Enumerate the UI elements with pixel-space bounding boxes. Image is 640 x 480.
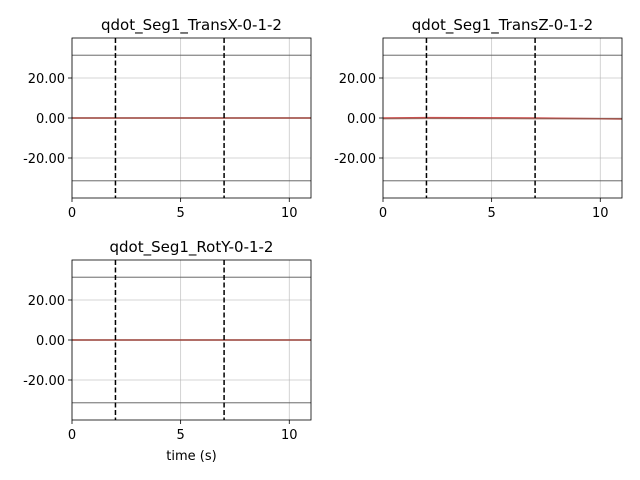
y-tick-label: 20.00 bbox=[339, 72, 376, 87]
subplot-title: qdot_Seg1_TransZ-0-1-2 bbox=[412, 16, 593, 35]
x-tick-label: 0 bbox=[68, 428, 76, 443]
x-tick-label: 0 bbox=[68, 206, 76, 221]
y-tick-label: 0.00 bbox=[36, 112, 65, 127]
y-tick-label: 0.00 bbox=[36, 334, 65, 349]
y-tick-label: 20.00 bbox=[28, 294, 65, 309]
x-tick-label: 5 bbox=[176, 206, 184, 221]
y-tick-label: 0.00 bbox=[347, 112, 376, 127]
y-tick-label: 20.00 bbox=[28, 72, 65, 87]
x-tick-label: 5 bbox=[487, 206, 495, 221]
subplot-1: 0 5 10 -20.00 0.00 20.00 qdot_Seg1_TransX-0-1-… bbox=[23, 16, 312, 221]
subplot-3: 0 5 10 -20.00 0.00 20.00 qdot_Seg1_RotY-0-1-2t… bbox=[23, 238, 312, 464]
x-tick-label: 10 bbox=[281, 428, 298, 443]
x-tick-label: 10 bbox=[592, 206, 609, 221]
subplot-title: qdot_Seg1_TransX-0-1-2 bbox=[101, 16, 282, 35]
subplot-title: qdot_Seg1_RotY-0-1-2 bbox=[110, 238, 274, 257]
x-tick-label: 5 bbox=[176, 428, 184, 443]
x-tick-label: 10 bbox=[281, 206, 298, 221]
y-tick-label: -20.00 bbox=[23, 374, 65, 389]
x-tick-label: 0 bbox=[379, 206, 387, 221]
y-tick-label: -20.00 bbox=[23, 152, 65, 167]
y-tick-label: -20.00 bbox=[334, 152, 376, 167]
x-axis-label: time (s) bbox=[166, 449, 216, 464]
subplot-2: 0 5 10 -20.00 0.00 20.00 qdot_Seg1_TransZ-0-1-… bbox=[334, 16, 623, 221]
